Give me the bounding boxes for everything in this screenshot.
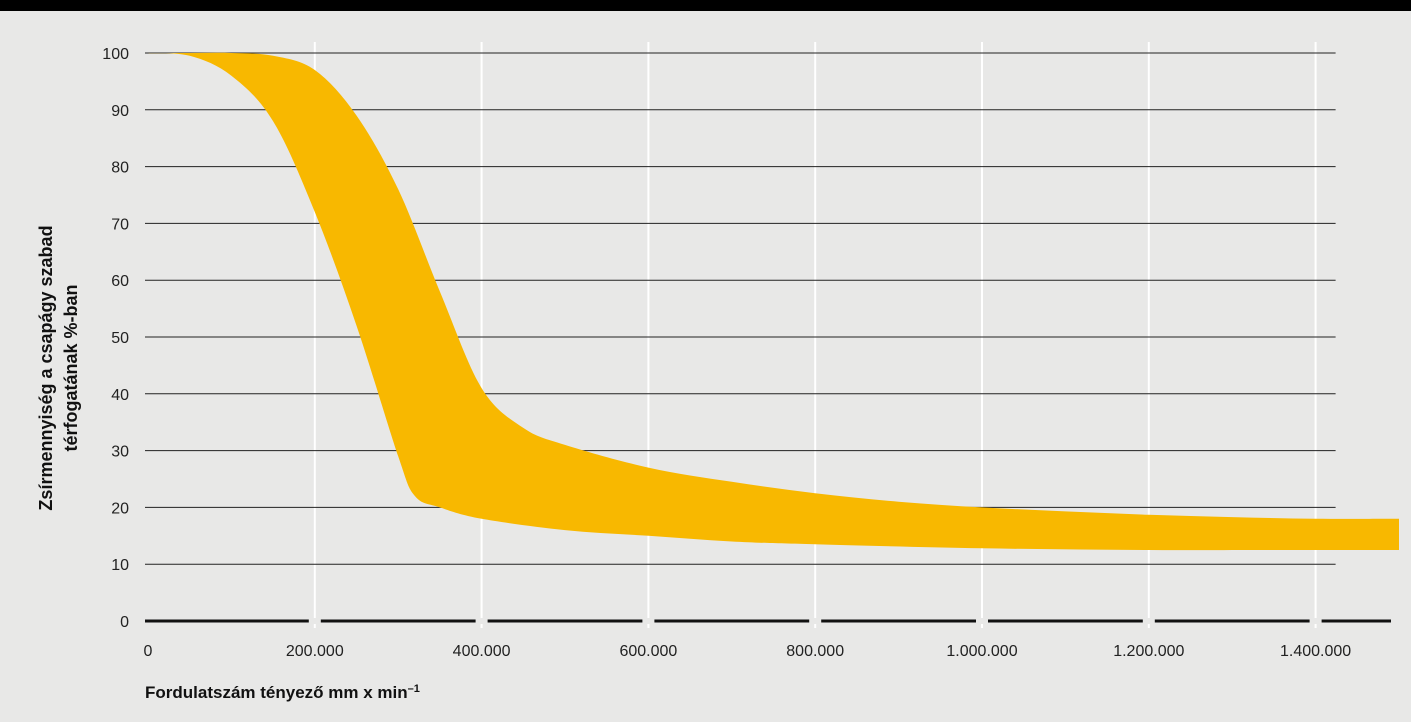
- y-tick-labels: 0 10 20 30 40 50 60 70 80 90 100: [102, 46, 129, 631]
- y-axis-title-line-2: térfogatának %-ban: [61, 284, 81, 451]
- x-axis-gap-5: [976, 618, 988, 624]
- x-tick-label-5: 1.000.000: [946, 643, 1017, 660]
- x-tick-labels: 0 200.000 400.000 600.000 800.000 1.000.000 1.…: [144, 643, 1352, 660]
- x-axis-gap-3: [642, 618, 655, 624]
- grease-volume-band: [148, 52, 1399, 551]
- x-tick-label-7: 1.400.000: [1280, 643, 1351, 660]
- y-tick-label-90: 90: [111, 103, 129, 120]
- x-tick-label-0: 0: [144, 643, 153, 660]
- x-axis-gap-2: [475, 618, 488, 624]
- x-tick-label-4: 800.000: [786, 643, 844, 660]
- y-tick-label-100: 100: [102, 46, 129, 63]
- y-tick-label-0: 0: [120, 614, 129, 631]
- y-tick-label-40: 40: [111, 387, 129, 404]
- y-tick-label-30: 30: [111, 444, 129, 461]
- y-tick-label-20: 20: [111, 500, 129, 517]
- x-tick-label-6: 1.200.000: [1113, 643, 1184, 660]
- x-tick-label-2: 400.000: [453, 643, 511, 660]
- top-rule: [0, 0, 1411, 11]
- x-axis-title-text: Fordulatszám tényező mm x min: [145, 683, 408, 702]
- x-tick-label-1: 200.000: [286, 643, 344, 660]
- x-axis-title: Fordulatszám tényező mm x min–1: [145, 683, 420, 703]
- x-axis-gap-7: [1309, 618, 1322, 624]
- x-axis-title-exponent: –1: [407, 683, 420, 695]
- x-axis-gap-4: [809, 618, 822, 624]
- x-axis-gap-6: [1142, 618, 1155, 624]
- x-tick-label-3: 600.000: [619, 643, 677, 660]
- y-tick-label-80: 80: [111, 160, 129, 177]
- y-axis-title-line-1: Zsírmennyiség a csapágy szabad: [36, 225, 56, 510]
- y-tick-label-70: 70: [111, 216, 129, 233]
- y-tick-label-50: 50: [111, 330, 129, 347]
- x-axis-gap-1: [308, 618, 321, 624]
- y-tick-label-10: 10: [111, 557, 129, 574]
- y-tick-label-60: 60: [111, 273, 129, 290]
